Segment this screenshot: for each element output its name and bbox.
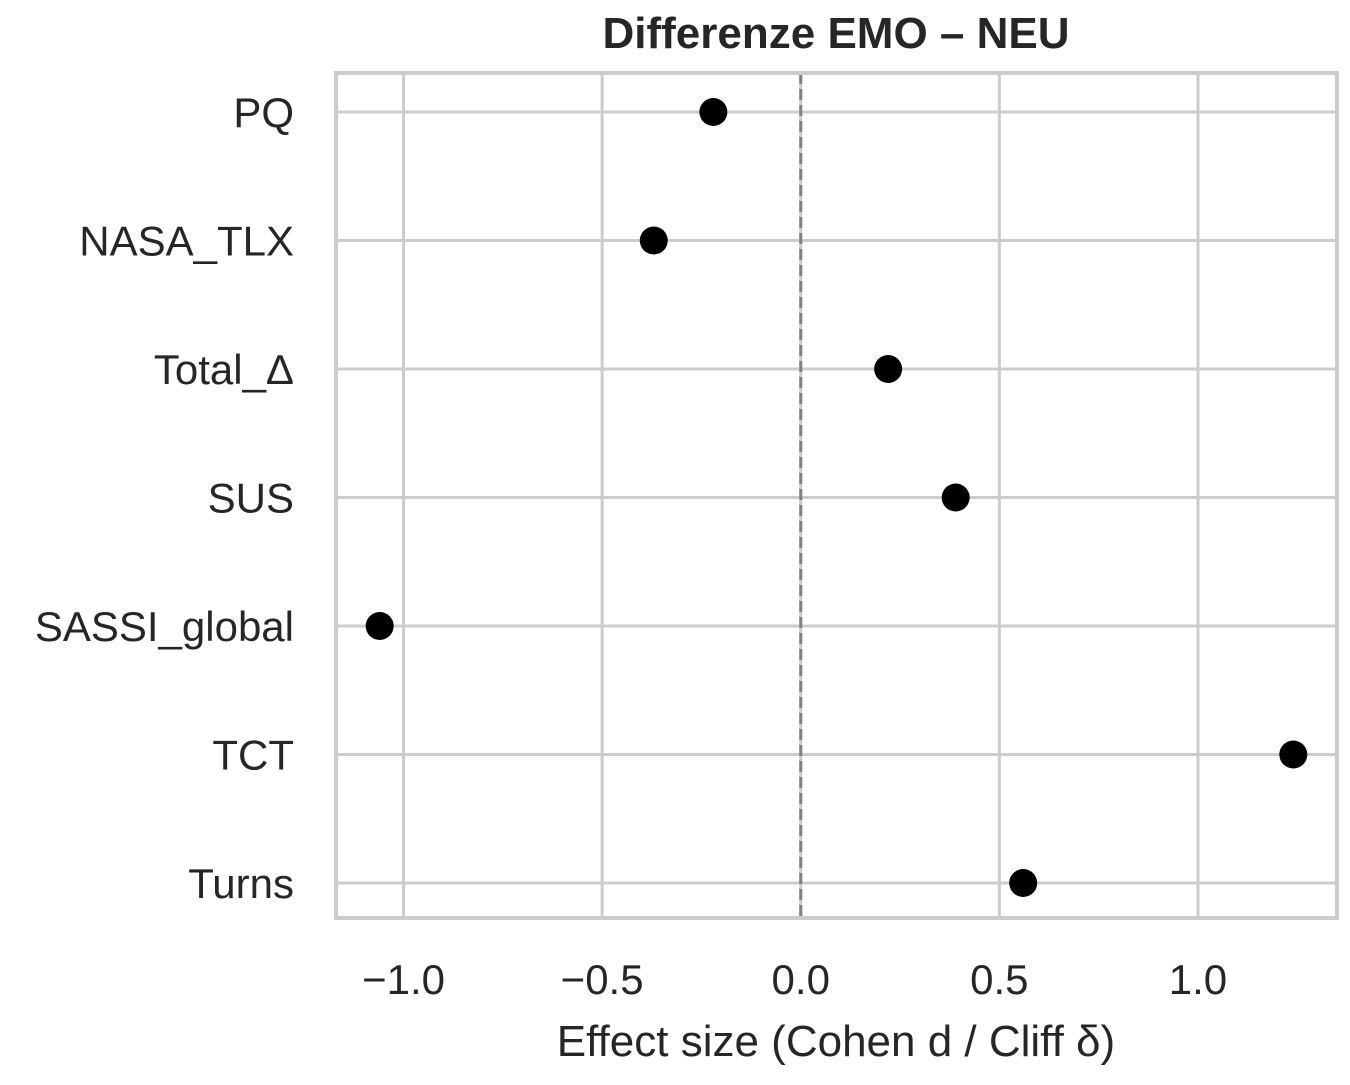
data-point [941, 483, 970, 512]
data-point [1009, 869, 1038, 897]
chart-title: Differenze EMO – NEU [603, 9, 1070, 58]
x-tick-label: −0.5 [561, 956, 644, 1003]
data-point [699, 98, 728, 126]
y-tick-label: SUS [208, 475, 294, 522]
x-tick-labels: −1.0 −0.5 0.0 0.5 1.0 [362, 956, 1227, 1003]
points-layer [365, 98, 1308, 897]
data-point [1279, 740, 1308, 769]
x-tick-label: −1.0 [362, 956, 445, 1003]
data-point [365, 612, 394, 640]
data-point [639, 226, 668, 255]
grid-layer [336, 73, 1337, 918]
y-tick-label: TCT [212, 732, 294, 779]
y-tick-label: Total_Δ [154, 346, 294, 393]
data-point [874, 355, 903, 383]
y-tick-labels: PQ NASA_TLX Total_Δ SUS SASSI_global TCT Turns [35, 89, 294, 907]
x-tick-label: 0.0 [772, 956, 830, 1003]
x-axis-label: Effect size (Cohen d / Cliff δ) [557, 1017, 1115, 1066]
y-tick-label: PQ [233, 89, 294, 136]
y-tick-label: NASA_TLX [79, 218, 294, 265]
y-tick-label: Turns [188, 860, 294, 907]
x-tick-label: 1.0 [1169, 956, 1227, 1003]
plot-frame [334, 71, 1339, 920]
x-tick-label: 0.5 [970, 956, 1028, 1003]
y-tick-label: SASSI_global [35, 603, 294, 650]
